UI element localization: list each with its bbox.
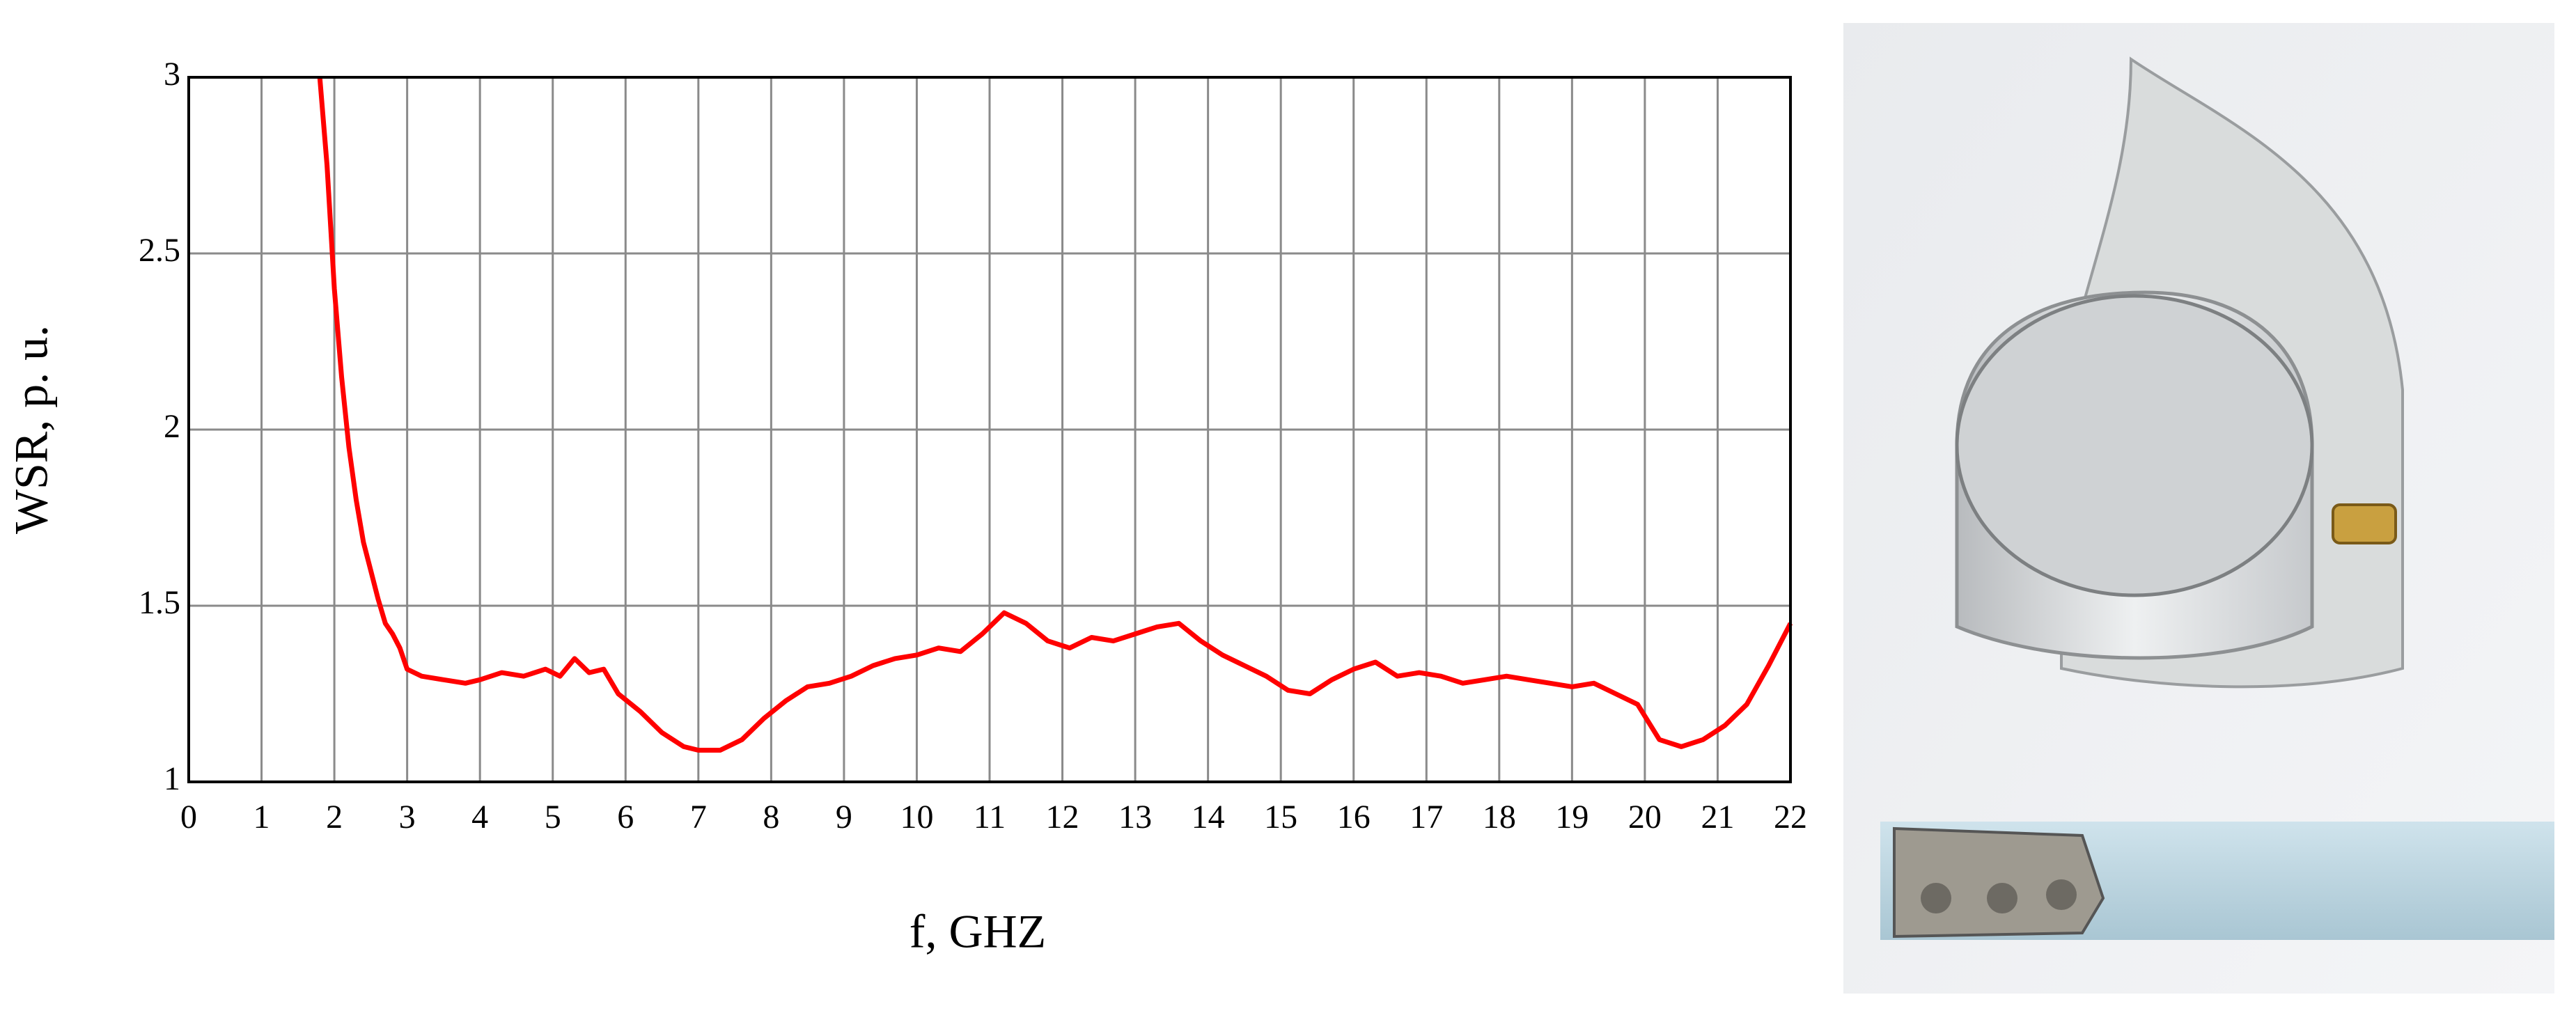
plot-frame xyxy=(187,76,1792,783)
x-tick-label: 18 xyxy=(1483,799,1516,835)
x-tick-label: 16 xyxy=(1337,799,1371,835)
x-tick-label: 5 xyxy=(545,799,561,835)
y-tick-label: 3 xyxy=(164,56,180,93)
rivet xyxy=(1921,883,1951,913)
y-tick-label: 2 xyxy=(164,408,180,445)
x-tick-label: 3 xyxy=(399,799,416,835)
tape-hook xyxy=(1893,826,2105,939)
y-tick-label: 1.5 xyxy=(139,584,180,621)
x-tick-label: 2 xyxy=(326,799,343,835)
x-tick-label: 19 xyxy=(1555,799,1588,835)
y-tick-label: 1 xyxy=(164,760,180,797)
marks xyxy=(317,77,1793,753)
rivet xyxy=(2046,879,2077,910)
x-tick-label: 7 xyxy=(690,799,707,835)
cylinder-opening xyxy=(1955,294,2314,597)
x-tick-label: 13 xyxy=(1118,799,1152,835)
photo xyxy=(1843,23,2554,994)
y-tick-label: 2.5 xyxy=(139,232,180,269)
x-tick-label: 21 xyxy=(1701,799,1734,835)
x-tick-label: 20 xyxy=(1628,799,1662,835)
rivet xyxy=(1987,883,2017,913)
x-tick-label: 4 xyxy=(471,799,488,835)
x-tick-label: 10 xyxy=(900,799,933,835)
x-tick-label: 22 xyxy=(1774,799,1807,835)
x-tick-label: 1 xyxy=(253,799,270,835)
x-tick-label: 6 xyxy=(617,799,634,835)
connector xyxy=(2332,503,2397,544)
x-tick-label: 17 xyxy=(1410,799,1443,835)
x-tick-label: 0 xyxy=(180,799,197,835)
x-tick-label: 12 xyxy=(1046,799,1079,835)
x-tick-label: 14 xyxy=(1192,799,1225,835)
data-line xyxy=(317,77,1793,753)
x-tick-label: 15 xyxy=(1264,799,1297,835)
x-tick-label: 9 xyxy=(836,799,852,835)
x-axis-label: f, GHZ xyxy=(910,905,1046,958)
x-tick-label: 8 xyxy=(763,799,779,835)
y-axis-label: WSR, p. u. xyxy=(5,325,58,534)
x-tick-label: 11 xyxy=(974,799,1006,835)
